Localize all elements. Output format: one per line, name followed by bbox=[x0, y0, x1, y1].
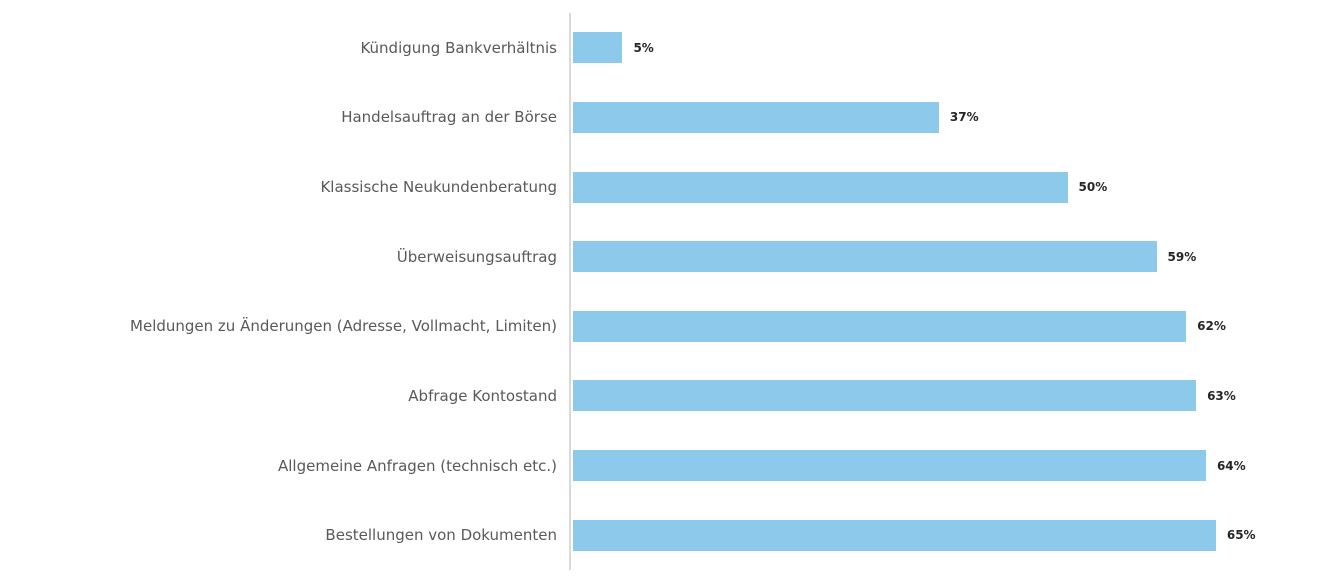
bar-cell: 64% bbox=[570, 450, 1330, 482]
category-label: Allgemeine Anfragen (technisch etc.) bbox=[278, 456, 557, 475]
bar bbox=[573, 450, 1206, 482]
category-label: Klassische Neukundenberatung bbox=[320, 178, 557, 197]
category-label: Überweisungsauftrag bbox=[396, 247, 557, 266]
chart-row: Meldungen zu Änderungen (Adresse, Vollma… bbox=[0, 292, 1330, 362]
chart-row: Bestellungen von Dokumenten 65% bbox=[0, 500, 1330, 570]
bar-cell: 59% bbox=[570, 241, 1330, 273]
category-label: Bestellungen von Dokumenten bbox=[325, 526, 557, 545]
value-label: 37% bbox=[949, 110, 979, 125]
category-label: Kündigung Bankverhältnis bbox=[360, 38, 557, 57]
category-label: Handelsauftrag an der Börse bbox=[341, 108, 557, 127]
bar-cell: 65% bbox=[570, 519, 1330, 551]
value-label: 65% bbox=[1226, 528, 1256, 543]
chart-row: Klassische Neukundenberatung 50% bbox=[0, 152, 1330, 222]
bar-cell: 37% bbox=[570, 101, 1330, 133]
chart-rows: Kündigung Bankverhältnis 5% Handelsauftrag… bbox=[0, 13, 1330, 570]
value-label: 63% bbox=[1207, 388, 1236, 403]
bar-cell: 50% bbox=[570, 171, 1330, 203]
bar-cell: 5% bbox=[570, 32, 1330, 64]
bar-cell: 62% bbox=[570, 310, 1330, 342]
value-label: 59% bbox=[1167, 249, 1197, 264]
value-label: 5% bbox=[633, 40, 654, 55]
chart-row: Überweisungsauftrag 59% bbox=[0, 222, 1330, 292]
chart-row: Allgemeine Anfragen (technisch etc.) 64% bbox=[0, 431, 1330, 501]
bar bbox=[573, 519, 1216, 551]
category-label: Abfrage Kontostand bbox=[408, 386, 557, 405]
category-label: Meldungen zu Änderungen (Adresse, Vollma… bbox=[130, 317, 557, 336]
y-axis-line bbox=[569, 13, 571, 570]
value-label: 62% bbox=[1197, 319, 1226, 334]
bar bbox=[573, 380, 1197, 412]
value-label: 50% bbox=[1078, 180, 1108, 195]
bar bbox=[573, 32, 623, 64]
bar bbox=[573, 310, 1187, 342]
bar bbox=[573, 171, 1068, 203]
bar-cell: 63% bbox=[570, 380, 1330, 412]
chart-row: Abfrage Kontostand 63% bbox=[0, 361, 1330, 431]
value-label: 64% bbox=[1216, 458, 1246, 473]
bar bbox=[573, 241, 1157, 273]
chart-row: Handelsauftrag an der Börse 37% bbox=[0, 83, 1330, 153]
chart-row: Kündigung Bankverhältnis 5% bbox=[0, 13, 1330, 83]
bar bbox=[573, 101, 939, 133]
